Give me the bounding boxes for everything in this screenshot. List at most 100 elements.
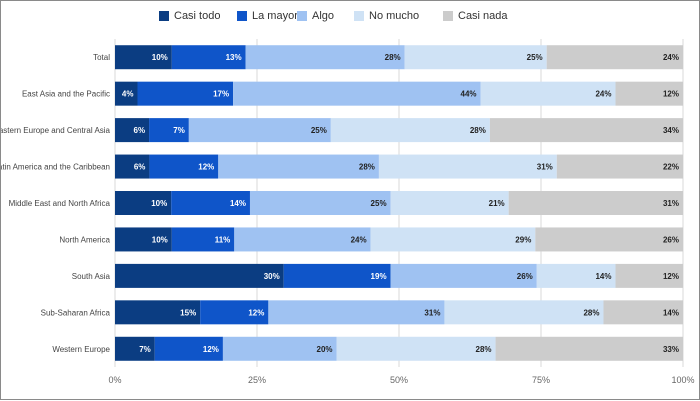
data-label: 31% xyxy=(424,308,440,317)
data-label: 25% xyxy=(527,53,543,62)
legend-swatch xyxy=(443,11,453,21)
data-label: 29% xyxy=(515,235,531,244)
legend-item-la-mayoria: La mayoría xyxy=(237,7,307,25)
legend-label: Algo xyxy=(312,10,335,22)
x-tick-label: 100% xyxy=(671,375,694,385)
data-label: 4% xyxy=(122,90,134,99)
data-label: 24% xyxy=(663,53,679,62)
category-label: Total xyxy=(93,53,110,62)
category-label: East Asia and the Pacific xyxy=(22,90,110,99)
bar-segment xyxy=(615,81,683,106)
data-label: 14% xyxy=(230,199,246,208)
data-label: 14% xyxy=(663,308,679,317)
bar-segment xyxy=(378,154,557,179)
legend-item-algo: Algo xyxy=(297,7,334,25)
category-label: Latin America and the Caribbean xyxy=(1,163,110,172)
data-label: 6% xyxy=(134,126,146,135)
data-label: 12% xyxy=(248,308,264,317)
bar-segment xyxy=(283,263,391,288)
data-label: 24% xyxy=(595,90,611,99)
data-label: 28% xyxy=(583,308,599,317)
legend: Casi todo La mayoría Algo No mucho Casi … xyxy=(1,7,700,25)
data-label: 19% xyxy=(371,272,387,281)
category-label: Middle East and North Africa xyxy=(9,199,111,208)
data-label: 31% xyxy=(663,199,679,208)
bar-segment xyxy=(137,81,234,106)
legend-item-casi-todo: Casi todo xyxy=(159,7,220,25)
data-label: 10% xyxy=(152,53,168,62)
legend-swatch xyxy=(354,11,364,21)
data-label: 20% xyxy=(317,345,333,354)
data-label: 28% xyxy=(359,163,375,172)
data-label: 7% xyxy=(139,345,151,354)
data-label: 31% xyxy=(537,163,553,172)
data-label: 28% xyxy=(470,126,486,135)
x-tick-label: 0% xyxy=(108,375,121,385)
bar-segment xyxy=(218,154,379,179)
data-label: 12% xyxy=(663,272,679,281)
data-label: 33% xyxy=(663,345,679,354)
bar-segment xyxy=(115,300,201,325)
data-label: 34% xyxy=(663,126,679,135)
bar-segment xyxy=(171,191,250,215)
data-label: 26% xyxy=(663,235,679,244)
data-label: 7% xyxy=(173,126,185,135)
data-label: 30% xyxy=(264,272,280,281)
bar-segment xyxy=(370,227,536,252)
legend-label: Casi todo xyxy=(174,10,221,22)
bar-segment xyxy=(234,227,371,252)
legend-label: La mayoría xyxy=(252,10,308,22)
bar-segment xyxy=(249,191,391,215)
data-label: 11% xyxy=(215,235,231,244)
data-label: 13% xyxy=(226,53,242,62)
data-label: 12% xyxy=(663,90,679,99)
legend-swatch xyxy=(237,11,247,21)
bar-segment xyxy=(603,300,683,325)
bar-segment xyxy=(330,118,490,143)
data-label: 6% xyxy=(134,163,146,172)
bar-segment xyxy=(233,81,481,106)
bar-segment xyxy=(200,300,269,325)
bar-segment xyxy=(245,45,405,70)
data-label: 21% xyxy=(489,199,505,208)
bar-segment xyxy=(508,191,683,215)
bar-segment xyxy=(115,45,172,70)
bar-segment xyxy=(489,118,683,143)
legend-item-casi-nada: Casi nada xyxy=(443,7,508,25)
data-label: 12% xyxy=(198,163,214,172)
bar-segment xyxy=(444,300,604,325)
data-label: 10% xyxy=(152,235,168,244)
x-tick-label: 75% xyxy=(532,375,550,385)
bar-segment xyxy=(188,118,331,143)
data-label: 15% xyxy=(180,308,196,317)
bar-segment xyxy=(115,81,138,106)
legend-item-no-mucho: No mucho xyxy=(354,7,419,25)
legend-label: Casi nada xyxy=(458,10,508,22)
bar-segment xyxy=(495,336,683,361)
bar-segment xyxy=(171,227,235,252)
bar-segment xyxy=(535,227,683,252)
x-tick-label: 50% xyxy=(390,375,408,385)
bar-segment xyxy=(154,336,223,361)
data-label: 26% xyxy=(517,272,533,281)
data-label: 44% xyxy=(461,90,477,99)
bar-segment xyxy=(115,227,172,252)
bar-segment xyxy=(149,118,189,143)
bar-segment xyxy=(336,336,496,361)
bar-segment xyxy=(556,154,683,179)
bar-segment xyxy=(536,263,616,288)
bar-segment xyxy=(404,45,547,70)
category-label: Western Europe xyxy=(52,345,110,354)
data-label: 25% xyxy=(371,199,387,208)
category-label: South Asia xyxy=(72,272,111,281)
bar-segment xyxy=(115,118,150,143)
x-tick-label: 25% xyxy=(248,375,266,385)
data-label: 28% xyxy=(476,345,492,354)
bar-segment xyxy=(115,191,172,215)
data-label: 17% xyxy=(213,90,229,99)
data-label: 25% xyxy=(311,126,327,135)
bar-segment xyxy=(390,263,537,288)
data-label: 28% xyxy=(385,53,401,62)
